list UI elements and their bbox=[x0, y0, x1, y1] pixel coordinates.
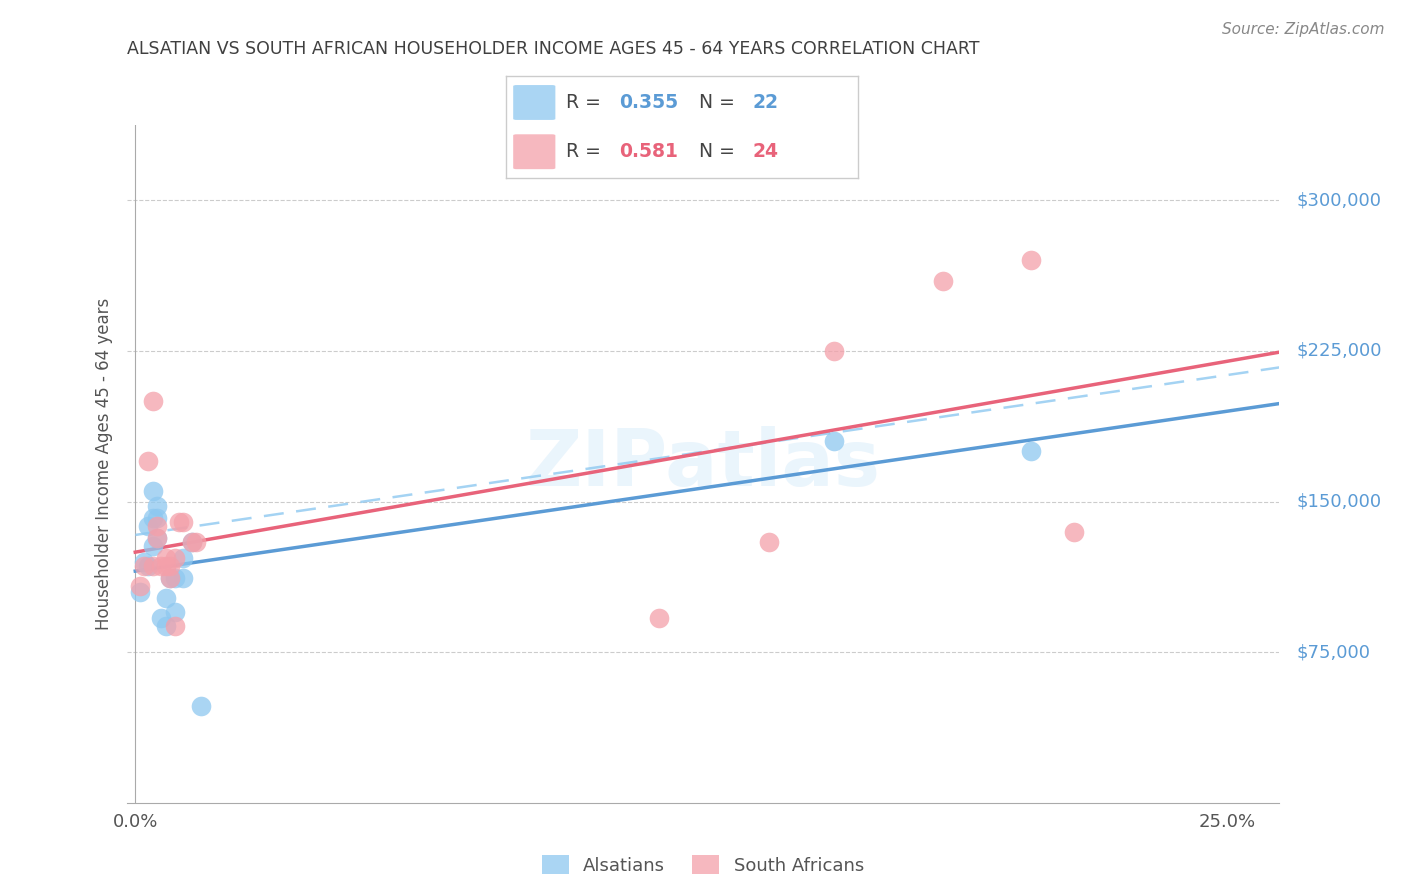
Point bbox=[138, 558, 160, 573]
Point bbox=[146, 518, 169, 533]
Text: 0.581: 0.581 bbox=[619, 142, 678, 161]
Point bbox=[172, 550, 194, 565]
Point bbox=[190, 699, 212, 714]
FancyBboxPatch shape bbox=[513, 85, 555, 120]
Text: $75,000: $75,000 bbox=[1296, 643, 1371, 661]
Point bbox=[163, 571, 186, 585]
Point bbox=[1063, 524, 1085, 539]
Point bbox=[155, 619, 177, 633]
Point bbox=[128, 579, 150, 593]
Point bbox=[1019, 253, 1042, 268]
Text: Source: ZipAtlas.com: Source: ZipAtlas.com bbox=[1222, 22, 1385, 37]
Text: $150,000: $150,000 bbox=[1296, 492, 1382, 510]
Point bbox=[138, 518, 160, 533]
FancyBboxPatch shape bbox=[513, 135, 555, 169]
Point bbox=[823, 343, 845, 358]
Point bbox=[172, 515, 194, 529]
Point bbox=[159, 571, 181, 585]
Point bbox=[132, 558, 155, 573]
Point bbox=[758, 534, 780, 549]
Point bbox=[128, 585, 150, 599]
Point bbox=[150, 611, 173, 625]
Point bbox=[159, 558, 181, 573]
Point bbox=[146, 510, 169, 524]
Point bbox=[132, 555, 155, 569]
Point bbox=[172, 571, 194, 585]
Point bbox=[146, 499, 169, 513]
Point bbox=[155, 591, 177, 605]
Point bbox=[167, 515, 190, 529]
Point bbox=[150, 558, 173, 573]
Point bbox=[155, 550, 177, 565]
Point bbox=[159, 571, 181, 585]
Point bbox=[142, 484, 165, 499]
Text: 0.355: 0.355 bbox=[619, 93, 678, 112]
Point bbox=[142, 394, 165, 409]
Point bbox=[823, 434, 845, 449]
Point bbox=[163, 619, 186, 633]
Text: ALSATIAN VS SOUTH AFRICAN HOUSEHOLDER INCOME AGES 45 - 64 YEARS CORRELATION CHAR: ALSATIAN VS SOUTH AFRICAN HOUSEHOLDER IN… bbox=[127, 40, 979, 58]
Text: N =: N = bbox=[700, 93, 741, 112]
Text: R =: R = bbox=[565, 93, 607, 112]
Point bbox=[648, 611, 671, 625]
Text: R =: R = bbox=[565, 142, 607, 161]
Point bbox=[142, 539, 165, 553]
Text: $300,000: $300,000 bbox=[1296, 191, 1382, 210]
Point bbox=[155, 558, 177, 573]
Point bbox=[932, 274, 955, 288]
Point bbox=[142, 510, 165, 524]
Point bbox=[163, 605, 186, 619]
Point bbox=[1019, 444, 1042, 458]
Point bbox=[181, 534, 204, 549]
Point bbox=[186, 534, 208, 549]
Text: $225,000: $225,000 bbox=[1296, 342, 1382, 359]
Point bbox=[181, 534, 204, 549]
Legend: Alsatians, South Africans: Alsatians, South Africans bbox=[534, 848, 872, 882]
Point bbox=[146, 531, 169, 545]
Y-axis label: Householder Income Ages 45 - 64 years: Householder Income Ages 45 - 64 years bbox=[94, 298, 112, 630]
Text: N =: N = bbox=[700, 142, 741, 161]
Point bbox=[138, 454, 160, 468]
Point bbox=[142, 558, 165, 573]
Point bbox=[146, 531, 169, 545]
Text: ZIPatlas: ZIPatlas bbox=[526, 425, 880, 502]
Point bbox=[163, 550, 186, 565]
Text: 22: 22 bbox=[752, 93, 778, 112]
Text: 24: 24 bbox=[752, 142, 778, 161]
